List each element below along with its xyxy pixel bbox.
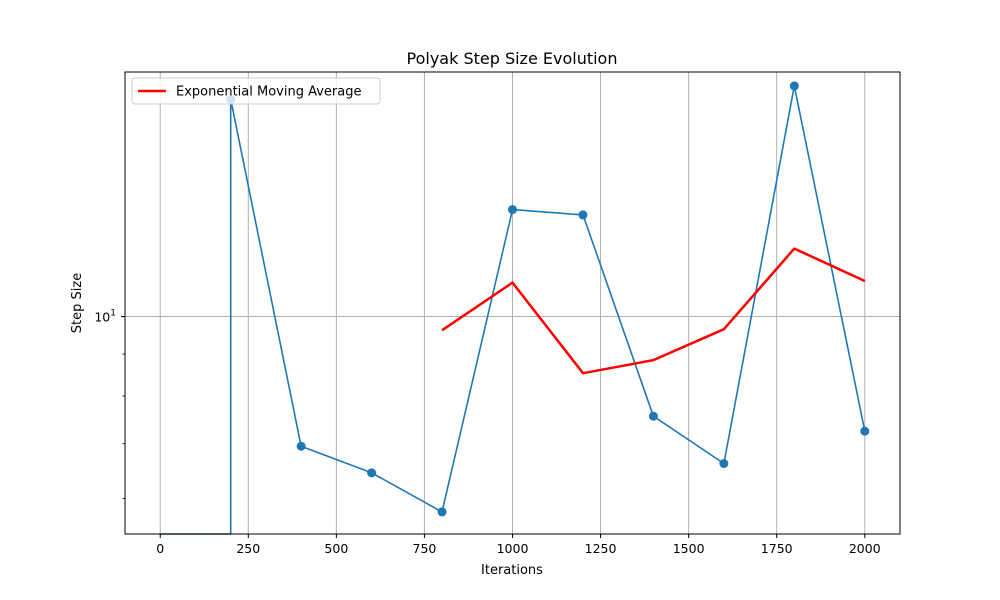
legend-label: Exponential Moving Average: [176, 85, 362, 100]
step-size-point: [296, 441, 306, 451]
step-size-point: [508, 205, 517, 215]
ema-line: [441, 247, 866, 375]
x-tick-label: 1750: [761, 541, 793, 556]
step-size-point: [578, 210, 588, 220]
step-size-point: [648, 411, 658, 421]
x-tick-label: 2000: [849, 541, 881, 556]
y-tick-label: 101: [94, 309, 116, 325]
step-size-point: [860, 426, 870, 436]
x-tick-label: 1250: [585, 541, 617, 556]
step-size-point: [719, 459, 729, 469]
chart-title: Polyak Step Size Evolution: [407, 49, 618, 68]
grid: [125, 72, 900, 534]
ticks: 0 250 500 750 1000 1250 1500 1750 2000 101: [94, 309, 880, 556]
step-size-point: [437, 507, 447, 517]
legend: Exponential Moving Average: [131, 77, 381, 105]
x-axis-label: Iterations: [481, 563, 543, 578]
x-tick-label: 250: [236, 541, 260, 556]
x-tick-label: 1000: [497, 541, 529, 556]
y-axis-label: Step Size: [70, 273, 85, 333]
step-size-line: [160, 85, 866, 535]
legend-box: [131, 77, 381, 105]
step-size-point: [789, 81, 799, 91]
step-size-point: [367, 468, 377, 478]
x-tick-label: 750: [413, 541, 437, 556]
x-tick-label: 500: [324, 541, 348, 556]
x-tick-label: 0: [156, 541, 164, 556]
x-tick-label: 1500: [673, 541, 705, 556]
